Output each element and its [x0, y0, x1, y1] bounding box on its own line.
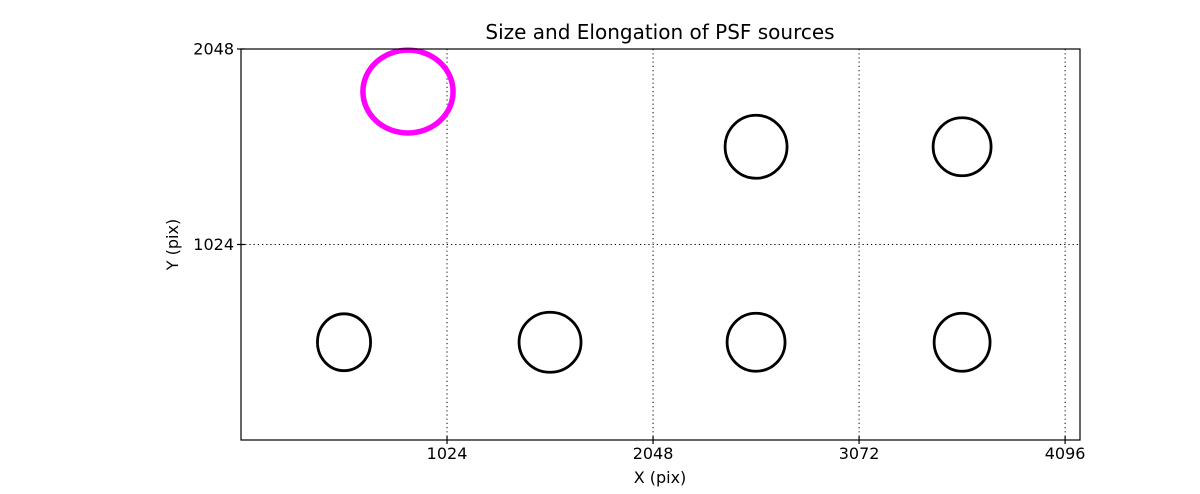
psf-source: [723, 113, 789, 180]
tick-layer: 1024 2048 3072 4096 1024 2048: [193, 40, 1085, 464]
y-tick-label-2048: 2048: [193, 40, 234, 59]
x-tick-label-2048: 2048: [633, 444, 674, 463]
x-tick-label-3072: 3072: [839, 444, 880, 463]
psf-source: [316, 312, 372, 373]
x-tick-label-1024: 1024: [427, 444, 468, 463]
x-tick-label-4096: 4096: [1045, 444, 1086, 463]
psf-source: [931, 116, 993, 178]
y-tick-label-1024: 1024: [193, 235, 234, 254]
y-axis-label: Y (pix): [163, 219, 182, 271]
ellipse-layer: [316, 47, 993, 374]
highlighted-psf-source: [360, 47, 456, 136]
psf-source: [932, 311, 992, 373]
x-axis-label: X (pix): [634, 468, 687, 487]
psf-source: [725, 311, 787, 373]
chart-title: Size and Elongation of PSF sources: [485, 20, 834, 44]
plot-frame: [240, 48, 1081, 441]
psf-source: [517, 310, 583, 374]
